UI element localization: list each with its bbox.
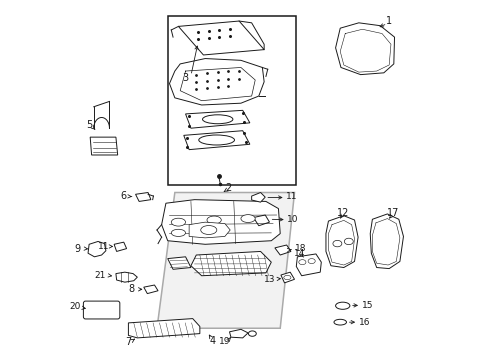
Ellipse shape (171, 229, 185, 237)
Polygon shape (157, 193, 294, 328)
Ellipse shape (283, 275, 290, 280)
Text: 13: 13 (264, 275, 275, 284)
Text: 3: 3 (182, 73, 188, 83)
Polygon shape (251, 193, 264, 202)
Ellipse shape (307, 258, 315, 264)
Text: 9: 9 (75, 244, 81, 253)
Polygon shape (183, 131, 249, 150)
Polygon shape (253, 215, 269, 226)
Polygon shape (369, 214, 403, 269)
Text: 7: 7 (125, 337, 131, 347)
Text: 2: 2 (225, 183, 231, 193)
Text: 12: 12 (336, 208, 348, 218)
Ellipse shape (298, 260, 305, 265)
Ellipse shape (206, 227, 221, 234)
Ellipse shape (171, 218, 185, 226)
Text: 20: 20 (69, 302, 81, 311)
Polygon shape (128, 319, 200, 338)
Polygon shape (274, 245, 290, 255)
FancyBboxPatch shape (83, 301, 120, 319)
Text: 6: 6 (121, 191, 126, 201)
Ellipse shape (344, 238, 352, 245)
Text: 8: 8 (128, 284, 134, 294)
Polygon shape (116, 272, 137, 282)
Polygon shape (189, 222, 230, 238)
Text: 11: 11 (98, 242, 109, 251)
Polygon shape (167, 257, 190, 269)
Polygon shape (185, 111, 249, 128)
Ellipse shape (332, 240, 341, 247)
Polygon shape (178, 21, 264, 55)
Polygon shape (162, 200, 280, 244)
Polygon shape (296, 254, 321, 276)
Ellipse shape (202, 115, 232, 124)
Bar (167, 16, 296, 185)
Text: 15: 15 (361, 301, 372, 310)
Text: 18: 18 (295, 244, 306, 253)
Text: 4: 4 (209, 336, 215, 346)
Polygon shape (169, 59, 264, 105)
Ellipse shape (335, 302, 349, 309)
Polygon shape (90, 137, 118, 155)
Ellipse shape (206, 216, 221, 224)
Polygon shape (229, 329, 247, 338)
Polygon shape (281, 272, 294, 283)
Ellipse shape (198, 135, 234, 145)
Text: 10: 10 (287, 215, 298, 224)
Text: 19: 19 (219, 337, 230, 346)
Ellipse shape (248, 331, 256, 336)
Ellipse shape (201, 226, 216, 234)
Text: 17: 17 (386, 208, 398, 218)
Ellipse shape (333, 319, 346, 325)
Text: 21: 21 (94, 270, 105, 279)
Text: 16: 16 (358, 318, 369, 327)
Text: 1: 1 (386, 16, 391, 26)
Text: 5: 5 (86, 120, 92, 130)
Polygon shape (190, 251, 271, 276)
Text: 14: 14 (294, 249, 305, 258)
Polygon shape (135, 193, 151, 202)
Polygon shape (325, 216, 357, 267)
Polygon shape (143, 285, 158, 294)
Text: 11: 11 (285, 192, 297, 201)
Polygon shape (335, 23, 394, 75)
Polygon shape (114, 242, 126, 251)
Ellipse shape (241, 215, 255, 222)
Polygon shape (88, 242, 106, 257)
